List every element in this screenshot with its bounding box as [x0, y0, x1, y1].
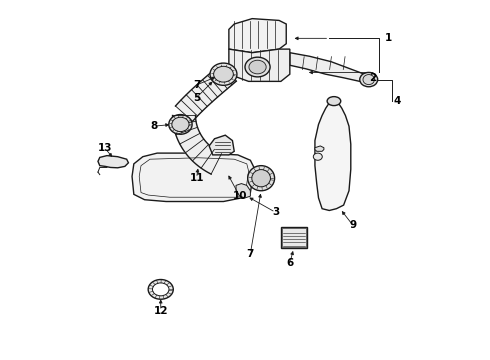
- Ellipse shape: [313, 153, 322, 160]
- Text: 4: 4: [394, 96, 401, 106]
- Text: 1: 1: [385, 33, 392, 43]
- Ellipse shape: [247, 166, 274, 191]
- Ellipse shape: [148, 279, 173, 299]
- Text: 13: 13: [98, 143, 112, 153]
- Polygon shape: [315, 146, 324, 151]
- Text: 11: 11: [189, 173, 204, 183]
- Bar: [281, 227, 307, 248]
- Ellipse shape: [245, 57, 270, 77]
- Polygon shape: [315, 101, 351, 211]
- Ellipse shape: [172, 117, 189, 132]
- Text: 2: 2: [368, 73, 376, 83]
- Polygon shape: [98, 156, 128, 168]
- Text: 9: 9: [349, 220, 356, 230]
- Text: 12: 12: [153, 306, 168, 316]
- Ellipse shape: [169, 114, 192, 134]
- Text: 6: 6: [286, 258, 294, 268]
- Text: 8: 8: [150, 121, 157, 131]
- Polygon shape: [209, 135, 234, 155]
- Ellipse shape: [152, 283, 169, 296]
- Ellipse shape: [252, 170, 270, 187]
- Ellipse shape: [210, 63, 237, 85]
- Polygon shape: [229, 49, 290, 81]
- Polygon shape: [172, 116, 221, 174]
- Ellipse shape: [249, 60, 266, 74]
- Ellipse shape: [214, 66, 233, 82]
- Polygon shape: [229, 19, 286, 53]
- Text: 3: 3: [272, 207, 279, 217]
- Text: 7: 7: [193, 80, 200, 90]
- Text: 10: 10: [232, 191, 247, 201]
- Polygon shape: [236, 184, 250, 198]
- Ellipse shape: [327, 96, 341, 105]
- Text: 7: 7: [246, 248, 254, 258]
- Polygon shape: [175, 64, 236, 121]
- Text: 5: 5: [193, 93, 200, 103]
- Polygon shape: [290, 53, 368, 83]
- Ellipse shape: [363, 75, 374, 85]
- Polygon shape: [132, 153, 254, 202]
- Ellipse shape: [360, 72, 378, 87]
- Bar: [282, 228, 306, 247]
